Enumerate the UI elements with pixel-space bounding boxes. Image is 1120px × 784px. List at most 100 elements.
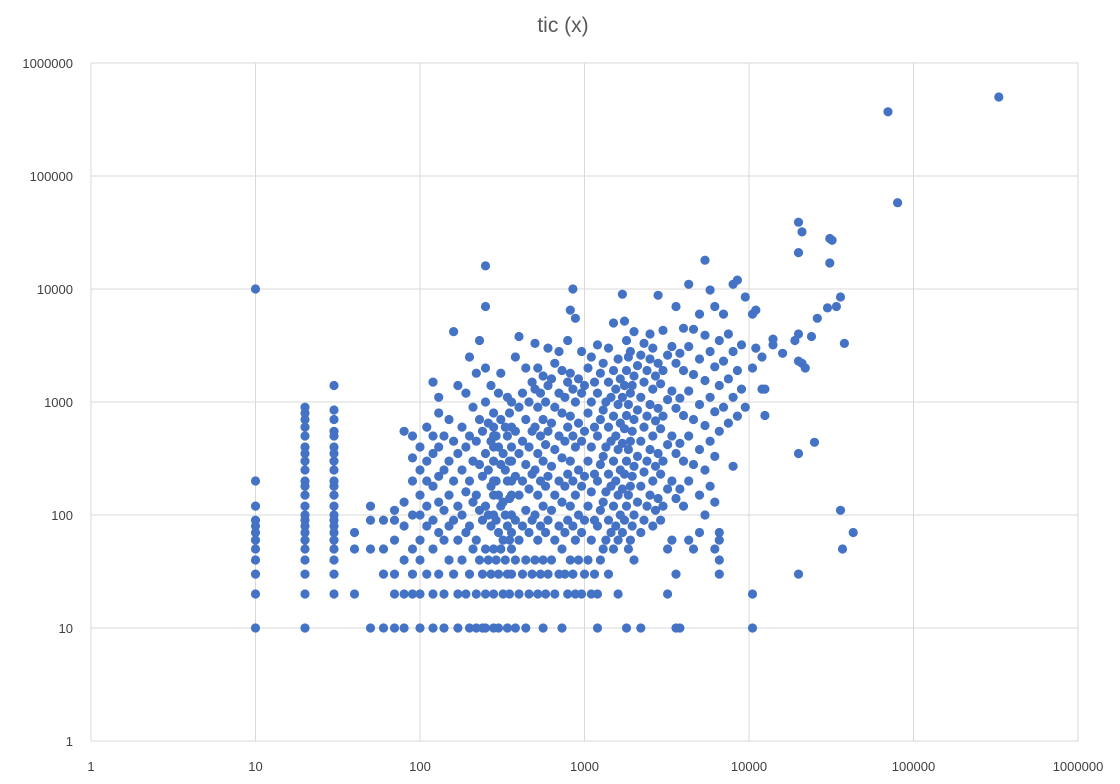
data-point [434,497,444,507]
data-point [300,442,310,452]
data-point [573,418,584,428]
data-point [621,335,632,346]
data-point [480,589,491,599]
data-point [300,476,310,486]
data-point [736,384,747,394]
data-point [573,465,584,475]
data-point [329,544,339,554]
data-point [760,410,770,421]
data-point [557,623,567,633]
data-point [444,456,454,466]
data-point [728,346,738,357]
data-point [477,569,488,579]
data-point [468,402,478,412]
data-point [428,431,438,441]
data-point [592,340,603,350]
data-point [453,380,463,391]
data-point [710,544,720,554]
data-point [688,369,699,380]
data-point [671,448,681,459]
data-point [300,535,310,545]
data-point [671,569,681,579]
data-point [589,569,600,579]
data-point [671,358,681,368]
data-point [675,623,685,633]
data-point [434,442,444,452]
data-point [464,352,475,362]
data-point [434,569,444,579]
data-point [329,510,339,520]
data-point [415,490,425,500]
data-point [577,481,587,491]
data-point [728,392,738,402]
data-point [530,338,540,348]
data-point [550,358,560,368]
data-point [543,515,553,525]
data-point [705,436,715,446]
data-point [579,515,590,525]
data-point [300,623,310,633]
data-point [546,555,557,565]
data-point [835,505,846,515]
data-point [617,392,628,402]
data-point [608,318,619,328]
data-point [642,411,652,421]
data-point [541,481,551,491]
data-point [510,555,520,565]
data-point [493,569,504,579]
y-tick-label: 100 [51,508,73,523]
data-point [524,484,534,494]
data-point [407,476,418,486]
data-point [300,414,310,425]
data-point [740,292,750,302]
data-point [464,623,475,633]
data-point [653,290,663,300]
data-point [533,402,543,412]
data-point [723,329,734,339]
data-point [329,501,339,511]
x-tick-label: 10 [248,759,262,774]
data-point [608,501,619,511]
data-point [684,279,694,289]
data-point [592,388,603,398]
data-point [568,569,578,579]
data-point [827,235,837,245]
data-point [378,544,389,554]
data-point [760,384,770,394]
data-point [510,426,520,436]
data-point [449,515,459,525]
data-point [496,544,506,554]
data-point [586,352,596,362]
data-point [514,535,524,545]
data-point [510,623,520,633]
data-point [389,569,400,579]
data-point [521,505,531,515]
data-point [483,465,493,475]
data-point [399,426,409,436]
data-point [621,623,632,633]
data-point [642,501,652,511]
data-point [598,405,608,415]
data-point [648,476,658,486]
data-point [514,448,524,459]
data-point [477,471,488,481]
data-point [538,623,548,633]
data-point [471,368,481,378]
data-point [656,515,666,525]
data-point [329,569,339,579]
data-point [560,481,570,491]
data-point [586,535,596,545]
data-point [714,335,724,346]
data-point [732,365,743,376]
data-point [678,456,689,466]
data-point [577,388,587,398]
data-point [606,392,616,402]
data-point [365,501,376,511]
data-point [493,442,504,452]
data-point [632,497,643,507]
data-point [684,431,694,441]
data-point [300,448,310,459]
data-point [560,569,570,579]
data-point [489,589,499,599]
data-point [428,448,438,459]
